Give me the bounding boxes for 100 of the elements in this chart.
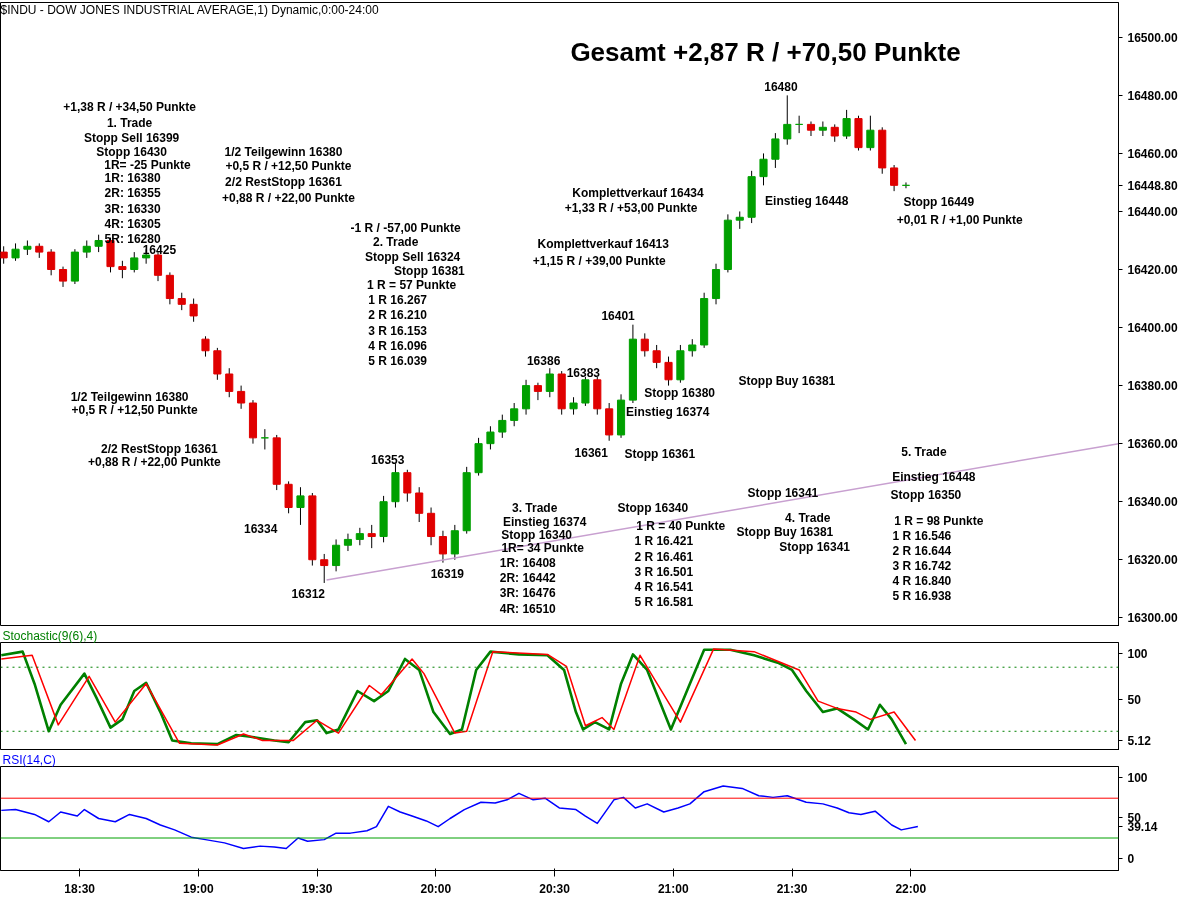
y-tick-label: 16500.00 — [1127, 30, 1178, 45]
y-tick-label: 5.12 — [1127, 733, 1152, 748]
annotation: -1 R / -57,00 Punkte — [350, 221, 461, 236]
annotation: Einstieg 16448 — [765, 194, 849, 209]
annotation: +0,01 R / +1,00 Punkte — [896, 212, 1024, 227]
y-tick-label: 50 — [1127, 692, 1142, 707]
annotation: Komplettverkauf 16434 — [572, 185, 704, 200]
annotation: 4 R 16.840 — [892, 574, 952, 589]
annotation: 16361 — [574, 446, 609, 461]
x-tick-label: 21:00 — [657, 881, 689, 896]
annotation: 4. Trade — [785, 510, 831, 525]
annotation: +1,38 R / +34,50 Punkte — [63, 99, 197, 114]
y-tick-label: 16460.00 — [1127, 146, 1178, 161]
annotation: 1 R 16.267 — [368, 293, 428, 308]
annotation: Stopp 16449 — [903, 194, 975, 209]
y-tick-label: 16340.00 — [1127, 495, 1178, 510]
annotation: 2/2 RestStopp 16361 — [225, 175, 343, 190]
annotation: 2. Trade — [373, 234, 419, 249]
annotation: 16401 — [601, 308, 636, 323]
annotation: 16480 — [764, 80, 798, 95]
annotation: 4 R 16.096 — [368, 338, 428, 353]
annotation: 5 R 16.581 — [634, 594, 694, 609]
annotation: 4 R 16.541 — [634, 579, 694, 594]
annotation: 5 R 16.938 — [892, 589, 952, 604]
annotation: 3R: 16476 — [499, 586, 557, 601]
annotation: 4R: 16510 — [499, 601, 557, 616]
annotation: Stopp Sell 16399 — [83, 130, 180, 145]
annotation: Stopp 16430 — [96, 144, 168, 159]
y-tick-label: 16440.00 — [1127, 204, 1178, 219]
annotation: 1/2 Teilgewinn 16380 — [224, 144, 343, 159]
annotation: +1,33 R / +53,00 Punkte — [564, 200, 698, 215]
annotation: 1. Trade — [106, 115, 153, 130]
chart-title: Stochastic(9(6),4) — [2, 628, 98, 643]
annotation: Einstieg 16374 — [626, 404, 710, 419]
annotation: 1 R 16.421 — [634, 534, 694, 549]
annotation: 1/2 Teilgewinn 16380 — [70, 389, 189, 404]
y-tick-label: 16320.00 — [1127, 553, 1178, 568]
annotation: 3 R 16.501 — [634, 564, 694, 579]
annotation: +0,88 R / +22,00 Punkte — [222, 191, 356, 206]
y-tick-label: 100 — [1127, 646, 1148, 661]
annotation: 1R: 16408 — [499, 556, 557, 571]
annotation: Stopp 16350 — [890, 488, 962, 503]
annotation: 2 R 16.461 — [634, 549, 694, 564]
annotation: 16319 — [430, 567, 465, 582]
annotation: Stopp Sell 16324 — [364, 249, 461, 264]
annotation: 3R: 16330 — [104, 201, 161, 216]
y-tick-label: 100 — [1127, 770, 1148, 785]
annotation: 5 R 16.039 — [368, 353, 428, 368]
annotation: Einstieg 16374 — [502, 514, 587, 529]
annotation: 16334 — [243, 521, 278, 536]
annotation: +0,5 R / +12,50 Punkte — [225, 159, 352, 174]
y-tick-label: 16480.00 — [1127, 88, 1178, 103]
annotation: Komplettverkauf 16413 — [537, 236, 670, 251]
annotation: Stopp Buy 16381 — [738, 373, 836, 388]
annotation: 1R= 34 Punkte — [501, 541, 585, 556]
annotation: 1 R = 57 Punkte — [367, 278, 457, 293]
y-tick-label: 16420.00 — [1127, 263, 1178, 278]
annotation: 16353 — [371, 452, 405, 467]
annotation: Stopp 16341 — [747, 486, 819, 501]
annotation: 16383 — [566, 365, 601, 380]
x-tick-label: 21:30 — [776, 881, 808, 896]
annotation: 2R: 16355 — [104, 186, 161, 201]
annotation: 16386 — [526, 354, 561, 369]
annotation: Stopp 16340 — [617, 501, 689, 516]
annotation: Stopp 16381 — [394, 264, 466, 279]
annotation: 1 R = 98 Punkte — [894, 513, 984, 528]
x-tick-label: 18:30 — [64, 881, 96, 896]
annotation: 5. Trade — [901, 444, 947, 459]
annotation: 3. Trade — [512, 501, 558, 516]
chart-title: RSI(14,C) — [2, 752, 56, 767]
annotation: 1R: 16380 — [104, 171, 161, 186]
annotation: Stopp 16380 — [644, 385, 716, 400]
x-tick-label: 22:00 — [895, 881, 927, 896]
annotation: Stopp Buy 16381 — [736, 524, 834, 539]
annotation: 2R: 16442 — [499, 571, 557, 586]
y-tick-label: 16448.80 — [1127, 179, 1178, 194]
annotation: Einstieg 16448 — [892, 470, 976, 485]
annotation: 3 R 16.742 — [892, 558, 952, 573]
annotation: 1R= -25 Punkte — [104, 158, 191, 173]
annotation: 4R: 16305 — [104, 216, 161, 231]
text: Gesamt +2,87 R / +70,50 Punkte — [570, 36, 961, 67]
annotation: 3 R 16.153 — [368, 323, 428, 338]
x-tick-label: 19:30 — [301, 881, 333, 896]
annotation: 2/2 RestStopp 16361 — [101, 441, 219, 456]
annotation: +1,15 R / +39,00 Punkte — [532, 253, 666, 268]
annotation: 1 R = 40 Punkte — [636, 519, 726, 534]
annotation: Stopp 16361 — [624, 447, 696, 462]
y-tick-label: 16300.00 — [1127, 611, 1178, 626]
annotation: 2 R 16.644 — [892, 543, 952, 558]
annotation: Stopp 16341 — [779, 540, 851, 555]
x-tick-label: 20:30 — [539, 881, 571, 896]
annotation: 16312 — [291, 586, 326, 601]
annotation: 1 R 16.546 — [892, 528, 952, 543]
x-tick-label: 20:00 — [420, 881, 452, 896]
y-tick-label: 16360.00 — [1127, 437, 1178, 452]
y-tick-label: 16400.00 — [1127, 321, 1178, 336]
y-tick-label: 0 — [1127, 851, 1135, 866]
x-tick-label: 19:00 — [183, 881, 215, 896]
annotation: 2 R 16.210 — [368, 308, 428, 323]
y-tick-label: 16380.00 — [1127, 379, 1178, 394]
